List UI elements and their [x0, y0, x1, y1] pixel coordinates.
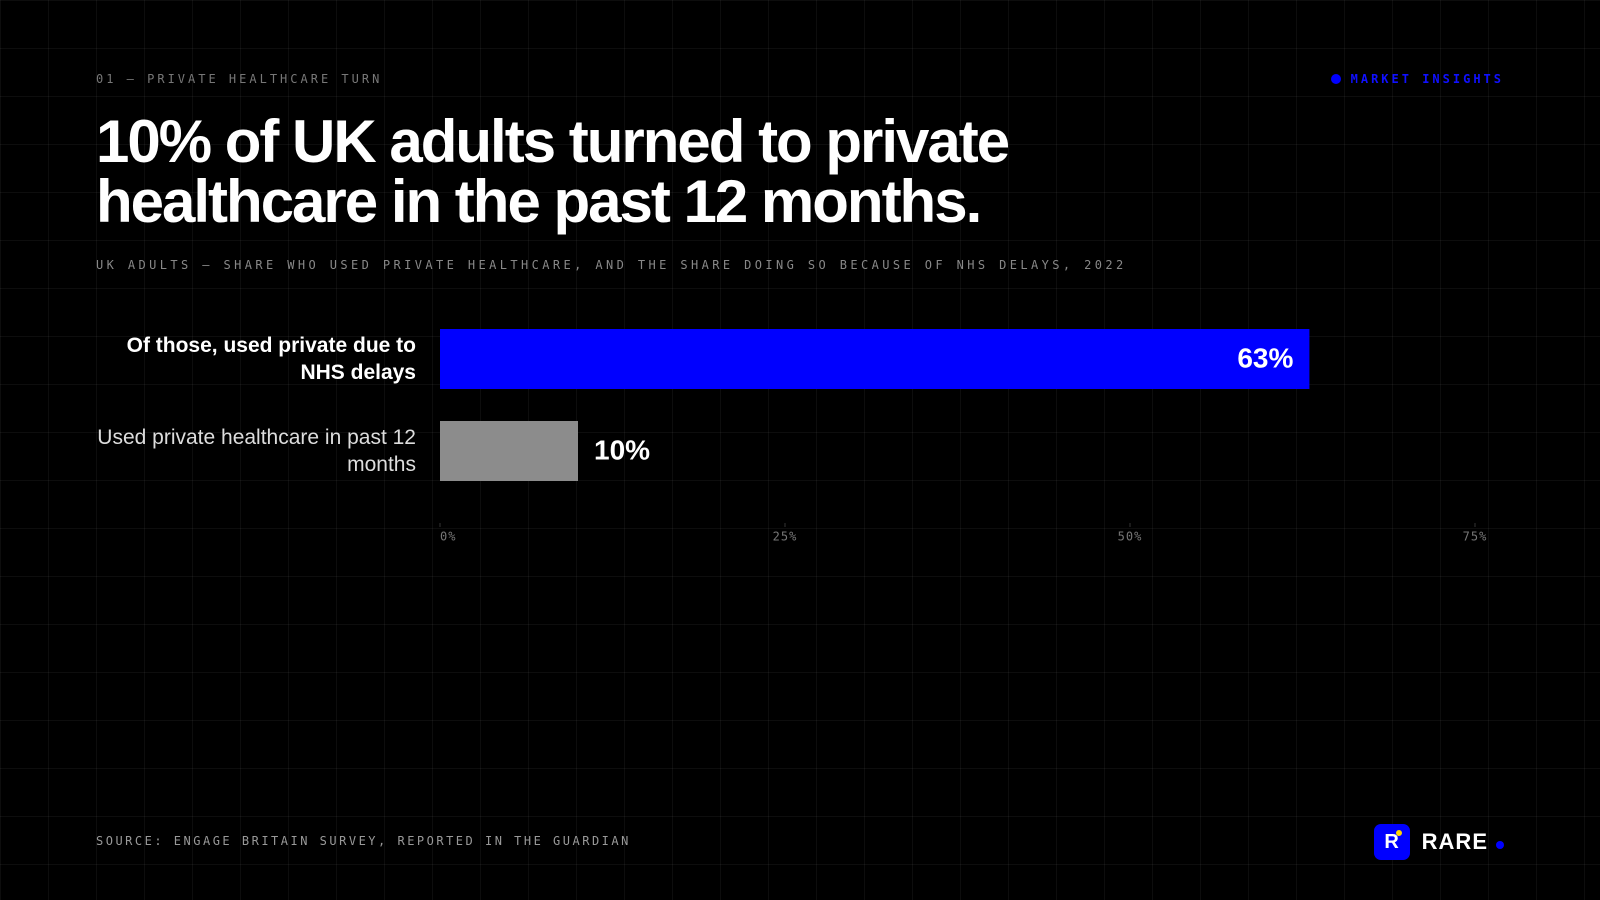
category-label: Used private healthcare in past 12 month…	[97, 426, 416, 476]
source-note: SOURCE: ENGAGE BRITAIN SURVEY, REPORTED …	[96, 834, 631, 848]
brand-name: RARE	[1422, 829, 1504, 855]
value-label: 63%	[1237, 342, 1293, 373]
x-tick-label: 0%	[440, 530, 456, 544]
x-tick-label: 75%	[1463, 530, 1488, 544]
x-tick-label: 25%	[773, 530, 798, 544]
x-tick-label: 50%	[1118, 530, 1143, 544]
section-tag: MARKET INSIGHTS	[1331, 72, 1504, 86]
value-label: 10%	[594, 434, 650, 465]
category-label: Of those, used private due to NHS delays	[126, 334, 416, 384]
bar	[440, 421, 578, 481]
kicker: 01 — PRIVATE HEALTHCARE TURN	[96, 72, 383, 86]
chart: 0% 25% 50% 75% 63% 10%	[439, 329, 1488, 544]
chart-subtitle: UK ADULTS — SHARE WHO USED PRIVATE HEALT…	[96, 258, 1127, 272]
brand-logo: R	[1373, 824, 1410, 860]
bar	[440, 329, 1310, 389]
brand: R RARE	[1373, 824, 1504, 860]
chart-title: 10% of UK adults turned to private healt…	[96, 108, 1010, 235]
